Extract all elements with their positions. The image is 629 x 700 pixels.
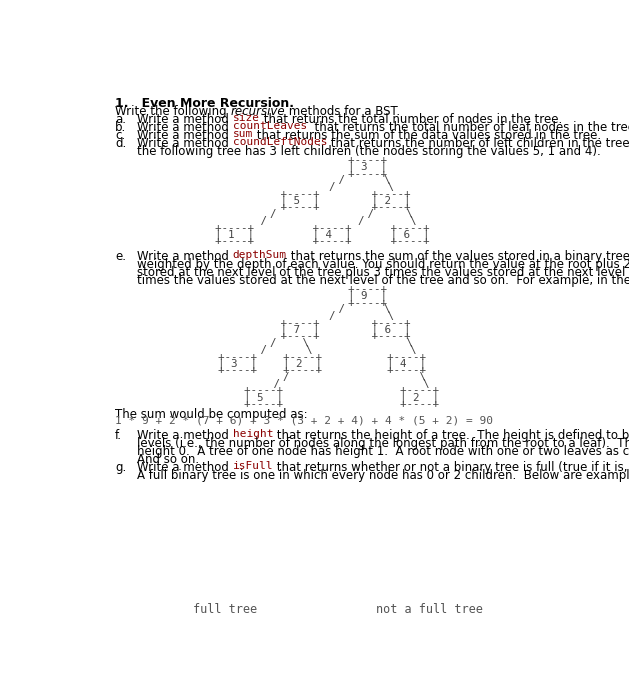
Text: A full binary tree is one in which every node has 0 or 2 children.  Below are ex: A full binary tree is one in which every… [137, 468, 629, 482]
Text: +----+: +----+ [257, 284, 387, 294]
Text: Write a method: Write a method [137, 136, 233, 150]
Text: /    \               \: / \ \ [231, 338, 413, 348]
Text: levels (i.e., the number of nodes along the longest path from the root to a leaf: levels (i.e., the number of nodes along … [137, 437, 629, 449]
Text: And so on.: And so on. [137, 453, 199, 466]
Text: sum: sum [233, 129, 253, 139]
Text: Write a method: Write a method [137, 121, 233, 134]
Text: that returns the number of left children in the tree. For example,: that returns the number of left children… [327, 136, 629, 150]
Text: | 1  |         | 4  |      | 6  |: | 1 | | 4 | | 6 | [215, 230, 430, 240]
Text: full tree: full tree [193, 603, 257, 615]
Text: /      \               \: / \ \ [228, 345, 416, 355]
Text: | 5  |                  | 2  |: | 5 | | 2 | [205, 392, 440, 402]
Text: that returns the height of a tree.  The height is defined to be the number of: that returns the height of a tree. The h… [273, 428, 629, 442]
Text: times the values stored at the next level of the tree and so on.  For example, i: times the values stored at the next leve… [137, 274, 629, 287]
Text: +----+: +----+ [257, 155, 387, 165]
Text: that returns the total number of leaf nodes in the tree.: that returns the total number of leaf no… [307, 121, 629, 134]
Text: e.: e. [115, 250, 126, 263]
Text: Write the following: Write the following [115, 105, 231, 118]
Text: d.: d. [115, 136, 126, 150]
Text: Write a method: Write a method [137, 250, 233, 263]
Text: a.: a. [115, 113, 126, 126]
Text: | 7  |        | 6  |: | 7 | | 6 | [235, 325, 410, 335]
Text: countLeaves: countLeaves [233, 121, 307, 131]
Text: +----+         +----+      +----+: +----+ +----+ +----+ [215, 223, 430, 232]
Text: /                      \: / \ [215, 379, 430, 389]
Text: +----+                  +----+: +----+ +----+ [205, 399, 440, 409]
Text: +----+    +----+          +----+: +----+ +----+ +----+ [218, 351, 426, 362]
Text: height: height [233, 428, 273, 439]
Text: methods for a BST.: methods for a BST. [285, 105, 400, 118]
Text: /                    \: / \ [218, 372, 426, 382]
Text: depthSum: depthSum [233, 250, 287, 260]
Text: | 3  |: | 3 | [257, 162, 387, 172]
Text: c.: c. [115, 129, 125, 142]
Text: Write a method: Write a method [137, 129, 233, 142]
Text: isFull: isFull [233, 461, 273, 470]
Text: +----+: +----+ [257, 169, 387, 178]
Text: f.: f. [115, 428, 122, 442]
Text: coundLeftNodes: coundLeftNodes [233, 136, 327, 147]
Text: Write a method: Write a method [137, 113, 233, 126]
Text: that returns the sum of the data values stored in the tree.: that returns the sum of the data values … [253, 129, 601, 142]
Text: /        \: / \ [251, 182, 394, 192]
Text: | 3  |    | 2  |          | 4  |: | 3 | | 2 | | 4 | [218, 358, 426, 369]
Text: 1 * 9 + 2 * (7 + 6) + 3 * (3 + 2 + 4) + 4 * (5 + 2) = 90: 1 * 9 + 2 * (7 + 6) + 3 * (3 + 2 + 4) + … [115, 416, 493, 426]
Text: The sum would be computed as:: The sum would be computed as: [115, 408, 308, 421]
Text: b.: b. [115, 121, 126, 134]
Text: recursive: recursive [231, 105, 285, 118]
Text: not a full tree: not a full tree [376, 603, 483, 615]
Text: +----+    +----+          +----+: +----+ +----+ +----+ [218, 365, 426, 375]
Text: weighted by the depth of each value. You should return the value at the root plu: weighted by the depth of each value. You… [137, 258, 629, 271]
Text: the following tree has 3 left children (the nodes storing the values 5, 1 and 4): the following tree has 3 left children (… [137, 145, 601, 158]
Text: +----+        +----+: +----+ +----+ [235, 189, 410, 199]
Text: /        \: / \ [251, 312, 394, 321]
Text: | 5  |        | 2  |: | 5 | | 2 | [235, 195, 410, 206]
Text: size: size [233, 113, 260, 123]
Text: height 0.  A tree of one node has height 1.  A root node with one or two leaves : height 0. A tree of one node has height … [137, 444, 629, 458]
Text: /      \: / \ [254, 304, 391, 314]
Text: that returns the total number of nodes in the tree.: that returns the total number of nodes i… [260, 113, 562, 126]
Text: stored at the next level of the tree plus 3 times the values stored at the next : stored at the next level of the tree plu… [137, 266, 629, 279]
Text: +----+        +----+: +----+ +----+ [235, 331, 410, 342]
Text: Write a method: Write a method [137, 461, 233, 474]
Text: that returns whether or not a binary tree is full (true if it is, false otherwis: that returns whether or not a binary tre… [273, 461, 629, 474]
Text: /              /     \: / / \ [231, 209, 413, 219]
Text: +----+        +----+: +----+ +----+ [235, 318, 410, 328]
Text: Write a method: Write a method [137, 428, 233, 442]
Text: +----+: +----+ [257, 298, 387, 308]
Text: that returns the sum of the values stored in a binary tree of integers: that returns the sum of the values store… [287, 250, 629, 263]
Text: /      \: / \ [254, 176, 391, 186]
Text: g.: g. [115, 461, 126, 474]
Text: +----+        +----+: +----+ +----+ [235, 202, 410, 212]
Text: +----+         +----+      +----+: +----+ +----+ +----+ [215, 236, 430, 246]
Text: 1.   Even More Recursion.: 1. Even More Recursion. [115, 97, 294, 110]
Text: +----+                  +----+: +----+ +----+ [205, 385, 440, 396]
Text: /              /       \: / / \ [228, 216, 416, 226]
Text: | 9  |: | 9 | [257, 291, 387, 302]
